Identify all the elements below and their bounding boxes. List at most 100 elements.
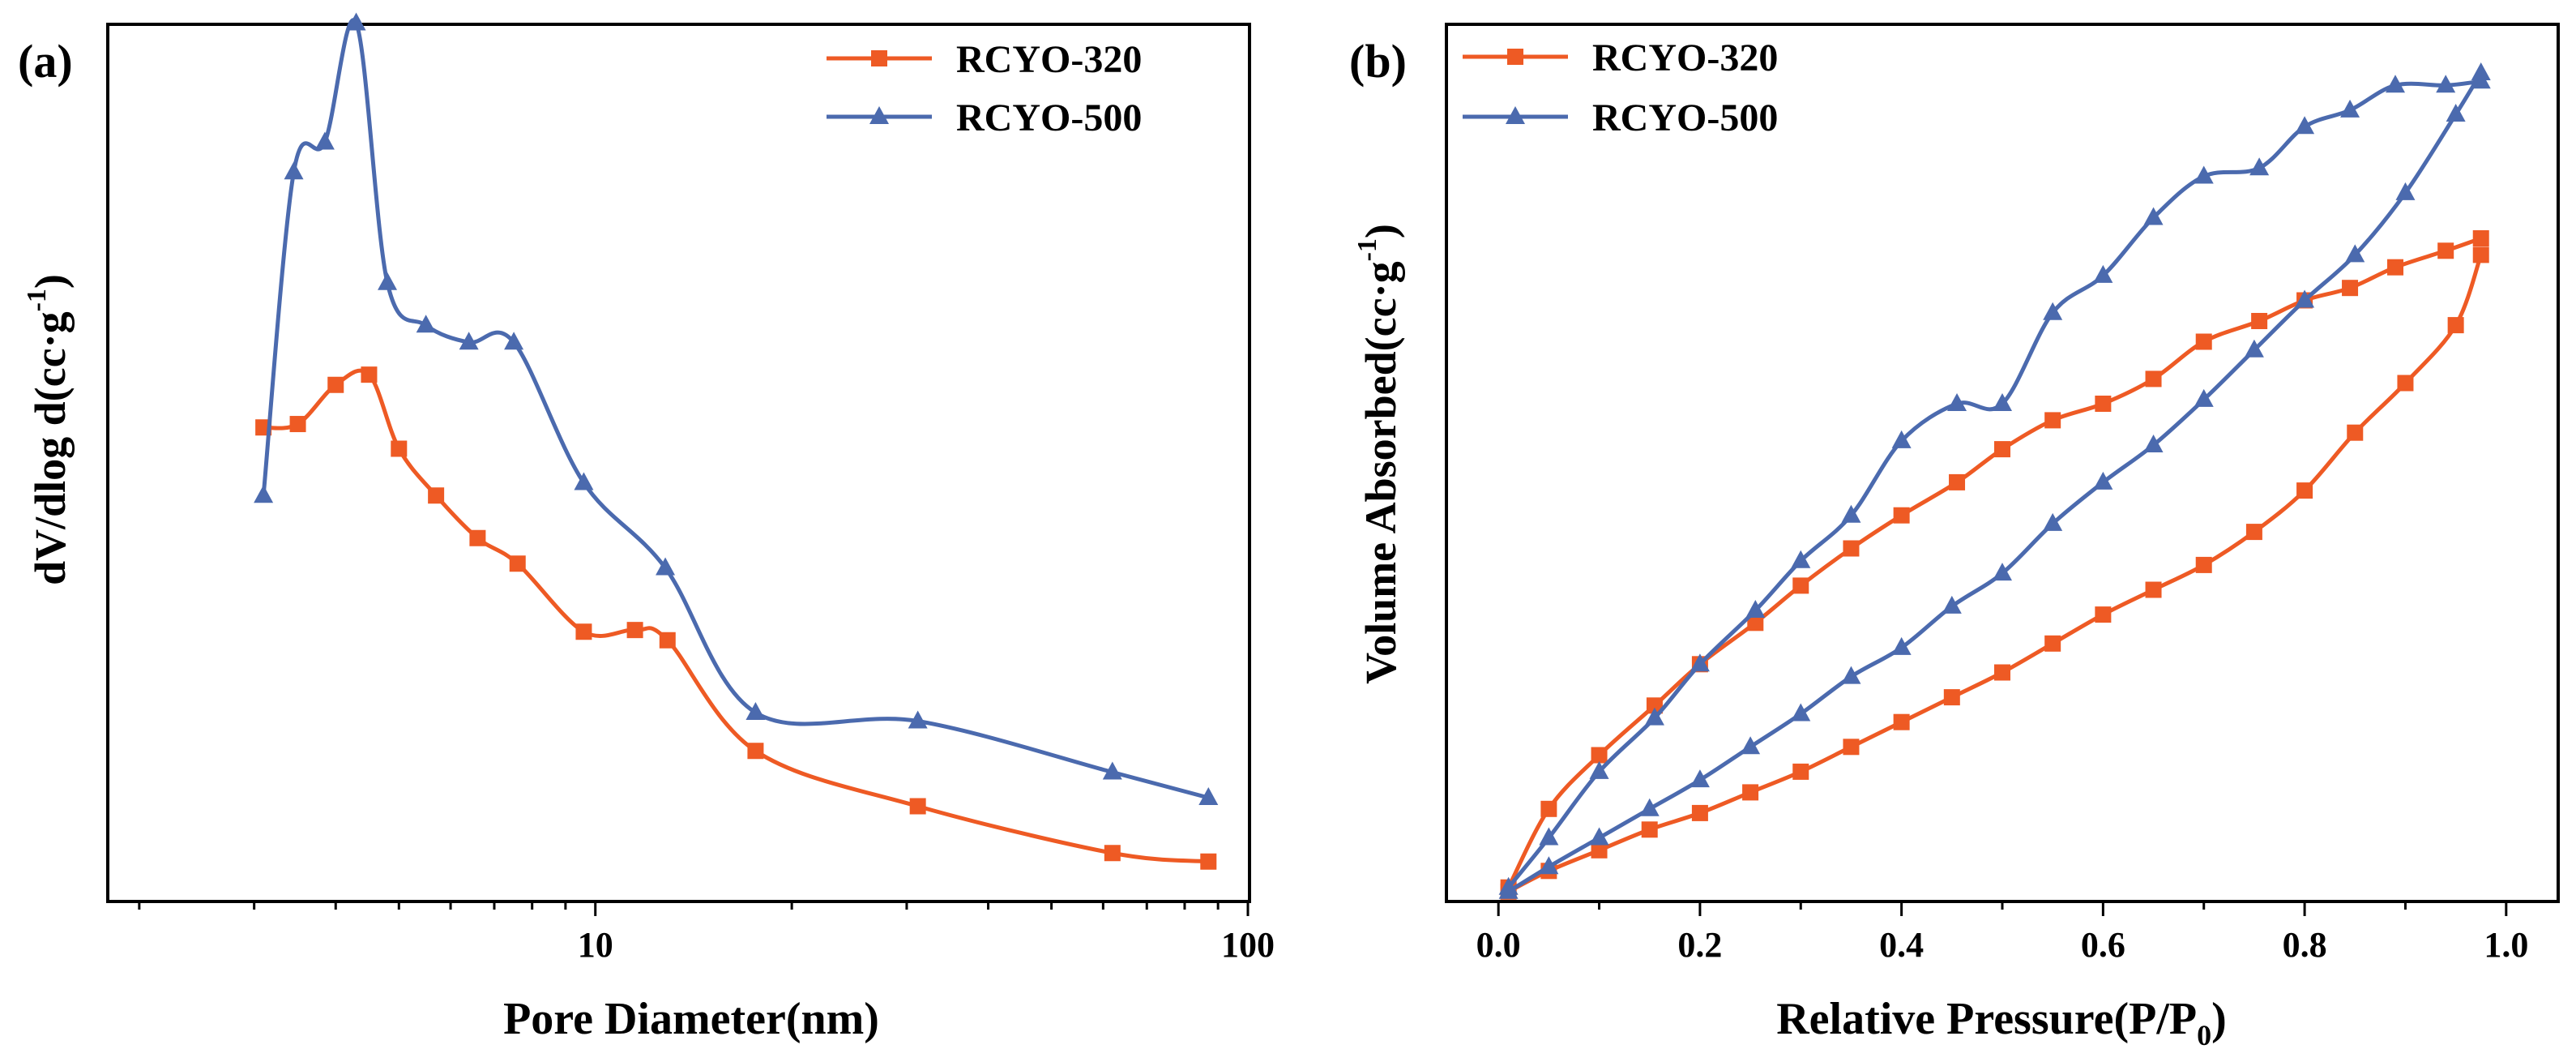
panel-a-x-ticks: 10 100 bbox=[138, 900, 1275, 965]
data-point-RCYO-500 bbox=[254, 485, 274, 503]
data-point-RCYO-320 bbox=[1104, 845, 1121, 862]
data-point-RCYO-320 bbox=[361, 366, 378, 383]
data-point-RCYO-500 bbox=[1791, 703, 1811, 722]
legend-marker bbox=[1506, 106, 1525, 124]
data-point-RCYO-500 bbox=[459, 332, 479, 350]
legend-label: RCYO-320 bbox=[956, 38, 1142, 81]
data-point-RCYO-320 bbox=[2472, 230, 2489, 246]
data-point-RCYO-320 bbox=[1591, 841, 1608, 859]
data-point-RCYO-500 bbox=[1589, 827, 1609, 846]
series-line-RCYO-500 bbox=[1507, 71, 2483, 893]
data-point-RCYO-500 bbox=[1639, 798, 1660, 816]
data-point-RCYO-500 bbox=[1841, 666, 1861, 684]
data-point-RCYO-500 bbox=[1891, 430, 1912, 448]
data-point-RCYO-320 bbox=[2095, 606, 2112, 623]
x-tick-label: 100 bbox=[1221, 925, 1275, 965]
data-point-RCYO-320 bbox=[2145, 370, 2162, 388]
data-point-RCYO-320 bbox=[575, 623, 592, 640]
data-point-RCYO-320 bbox=[2397, 375, 2414, 392]
data-point-RCYO-320 bbox=[1994, 664, 2010, 681]
data-point-RCYO-500 bbox=[1498, 876, 1519, 895]
data-point-RCYO-320 bbox=[1200, 853, 1217, 870]
data-point-RCYO-320 bbox=[659, 632, 676, 649]
data-point-RCYO-320 bbox=[2437, 242, 2454, 259]
data-point-RCYO-320 bbox=[1792, 577, 1809, 594]
data-point-RCYO-500 bbox=[2093, 264, 2113, 283]
panel-b: (b) 0.0 0.2 0.4 0.6 0.8 1.0 RCYO-320RCYO-500 … bbox=[1349, 23, 2560, 1051]
data-point-RCYO-500 bbox=[2143, 435, 2164, 452]
panel-b-series bbox=[1498, 62, 2491, 900]
data-point-RCYO-500 bbox=[2194, 165, 2214, 184]
data-point-RCYO-320 bbox=[1994, 441, 2010, 458]
panel-b-x-ticks: 0.0 0.2 0.4 0.6 0.8 1.0 bbox=[1476, 900, 2528, 965]
series-line-RCYO-500 bbox=[1506, 79, 2482, 889]
x-tick-label: 0.8 bbox=[2283, 925, 2327, 965]
data-point-RCYO-500 bbox=[2295, 289, 2315, 308]
data-point-RCYO-320 bbox=[1949, 473, 1966, 490]
data-point-RCYO-320 bbox=[2044, 635, 2061, 652]
data-point-RCYO-500 bbox=[1745, 600, 1766, 618]
data-point-RCYO-320 bbox=[1641, 821, 1658, 838]
data-point-RCYO-320 bbox=[428, 487, 445, 504]
data-point-RCYO-500 bbox=[908, 710, 928, 729]
data-point-RCYO-500 bbox=[2446, 104, 2466, 122]
panel-a-legend: RCYO-320 RCYO-500 bbox=[827, 38, 1142, 139]
data-point-RCYO-320 bbox=[509, 555, 526, 572]
data-point-RCYO-320 bbox=[626, 622, 643, 639]
x-tick-label: 0.0 bbox=[1476, 925, 1521, 965]
data-point-RCYO-320 bbox=[2447, 317, 2464, 334]
legend-label: RCYO-500 bbox=[956, 96, 1142, 139]
data-point-RCYO-320 bbox=[2195, 333, 2212, 350]
panel-a-frame bbox=[106, 23, 1251, 903]
data-point-RCYO-500 bbox=[2395, 182, 2416, 200]
data-point-RCYO-500 bbox=[2249, 157, 2270, 176]
panel-a: (a) 10 100 RCYO-320 RCYO-500 Pore Diameter… bbox=[18, 12, 1275, 1044]
panel-a-y-axis-label: dV/dlog d(cc·g-1) bbox=[22, 274, 75, 585]
data-point-RCYO-320 bbox=[2195, 556, 2212, 573]
data-point-RCYO-320 bbox=[1843, 739, 1860, 756]
data-point-RCYO-320 bbox=[2095, 396, 2112, 412]
data-point-RCYO-500 bbox=[1891, 636, 1912, 655]
data-point-RCYO-500 bbox=[2295, 116, 2315, 135]
data-point-RCYO-500 bbox=[2436, 75, 2456, 93]
data-point-RCYO-320 bbox=[2044, 412, 2061, 429]
data-point-RCYO-500 bbox=[2345, 244, 2365, 263]
legend-marker bbox=[1507, 49, 1523, 65]
data-point-RCYO-320 bbox=[909, 798, 926, 815]
data-point-RCYO-320 bbox=[2342, 280, 2359, 297]
data-point-RCYO-500 bbox=[416, 315, 436, 333]
data-point-RCYO-500 bbox=[1198, 787, 1219, 805]
data-point-RCYO-500 bbox=[574, 472, 594, 490]
data-point-RCYO-500 bbox=[2143, 207, 2164, 225]
data-point-RCYO-500 bbox=[1841, 504, 1861, 523]
data-point-RCYO-500 bbox=[2093, 471, 2113, 490]
data-point-RCYO-500 bbox=[504, 332, 524, 350]
data-point-RCYO-500 bbox=[2043, 512, 2063, 531]
data-point-RCYO-320 bbox=[327, 376, 344, 393]
data-point-RCYO-320 bbox=[2472, 246, 2489, 263]
panel-b-x-axis-label: Relative Pressure(P/P0) bbox=[1776, 994, 2227, 1051]
data-point-RCYO-320 bbox=[469, 529, 486, 546]
data-point-RCYO-500 bbox=[346, 12, 366, 31]
data-point-RCYO-500 bbox=[745, 702, 766, 720]
x-tick-label: 10 bbox=[578, 925, 613, 965]
data-point-RCYO-320 bbox=[1591, 747, 1608, 764]
data-point-RCYO-320 bbox=[289, 416, 306, 433]
data-point-RCYO-500 bbox=[378, 272, 398, 290]
data-point-RCYO-320 bbox=[1792, 763, 1809, 780]
legend-label: RCYO-320 bbox=[1592, 36, 1778, 79]
data-point-RCYO-500 bbox=[2471, 71, 2491, 89]
panel-b-legend: RCYO-320 RCYO-500 bbox=[1463, 36, 1778, 139]
data-point-RCYO-500 bbox=[2244, 339, 2264, 358]
panel-b-y-axis-label: Volume Absorbed(cc·g-1) bbox=[1352, 224, 1405, 684]
x-tick-label: 0.6 bbox=[2081, 925, 2125, 965]
x-tick-label: 0.2 bbox=[1677, 925, 1722, 965]
data-point-RCYO-320 bbox=[2251, 313, 2268, 329]
data-point-RCYO-320 bbox=[1843, 540, 1860, 557]
data-point-RCYO-500 bbox=[1690, 653, 1710, 672]
data-point-RCYO-320 bbox=[2145, 581, 2162, 598]
data-point-RCYO-320 bbox=[1742, 784, 1759, 801]
x-tick-label: 1.0 bbox=[2484, 925, 2528, 965]
data-point-RCYO-320 bbox=[2387, 259, 2404, 276]
